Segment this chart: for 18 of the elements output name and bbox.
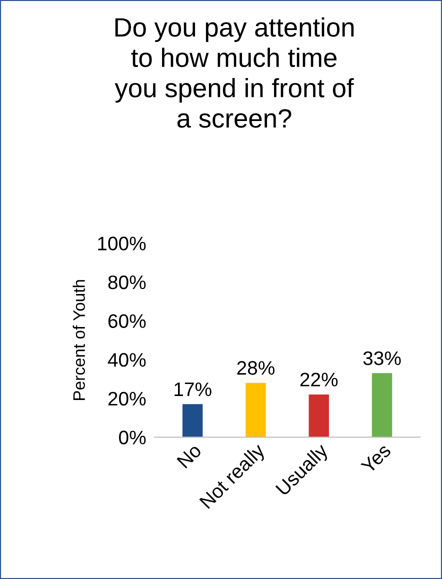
y-tick-label: 60% <box>108 314 146 328</box>
y-tick-label: 20% <box>108 392 146 406</box>
bar <box>308 394 329 438</box>
x-tick-label: Yes <box>360 443 392 474</box>
data-label: 28% <box>237 361 274 375</box>
y-tick-label: 80% <box>108 275 146 290</box>
bar <box>246 382 266 438</box>
y-tick-label: 0% <box>119 430 146 444</box>
data-label: 17% <box>174 382 212 396</box>
y-tick-label: 100% <box>98 236 146 250</box>
bar <box>372 373 392 438</box>
y-tick-label: 40% <box>108 353 146 367</box>
y-axis-title: Percent of Youth <box>72 280 86 400</box>
x-tick-label: No <box>176 443 202 469</box>
bar <box>182 404 203 438</box>
data-label: 33% <box>363 351 401 366</box>
data-label: 22% <box>300 372 338 386</box>
chart-title: Do you pay attention to how much time you spend in front of a screen? <box>114 17 354 128</box>
